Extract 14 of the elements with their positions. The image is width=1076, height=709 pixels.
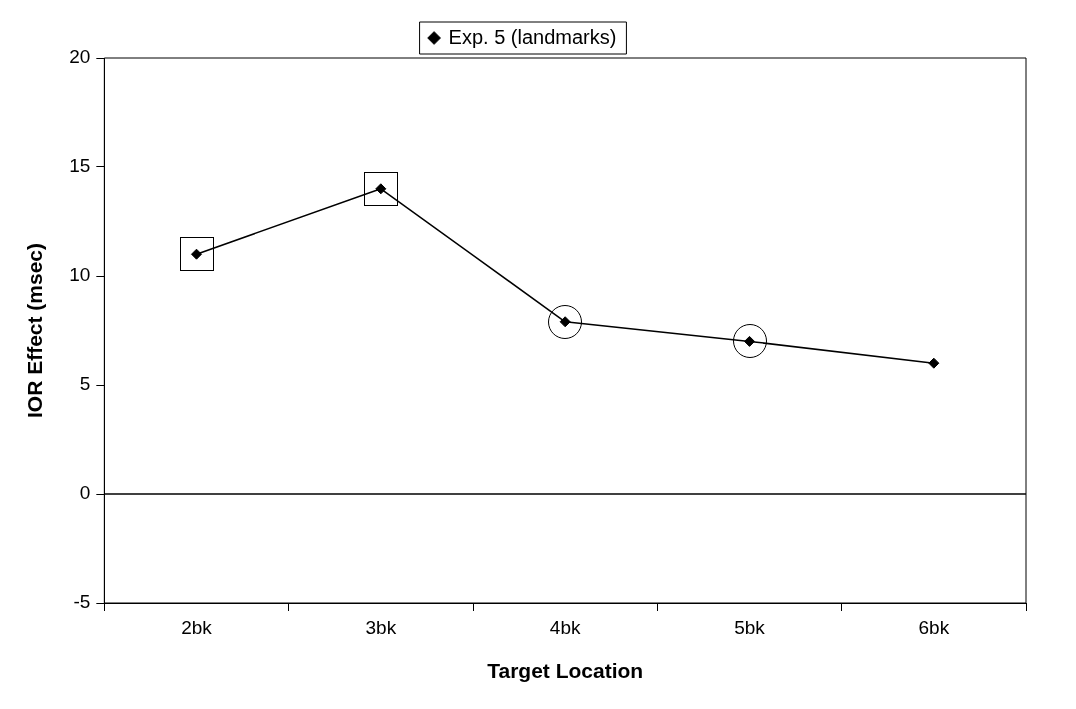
x-tick-label: 4bk (549, 616, 581, 638)
x-tick-label: 6bk (918, 616, 950, 638)
y-tick-label: 0 (79, 482, 91, 504)
legend-label: Exp. 5 (landmarks) (448, 25, 617, 48)
y-tick-label: 15 (69, 155, 91, 177)
y-tick-label: 10 (69, 264, 91, 286)
x-tick-label: 2bk (181, 616, 213, 638)
y-tick-label: 5 (79, 373, 91, 395)
y-tick-label: 20 (69, 46, 91, 68)
x-tick-label: 3bk (365, 616, 397, 638)
y-axis-title: IOR Effect (msec) (23, 242, 47, 419)
x-tick-label: 5bk (734, 616, 766, 638)
x-axis-title: Target Location (487, 659, 644, 683)
y-tick-label: -5 (73, 591, 91, 613)
